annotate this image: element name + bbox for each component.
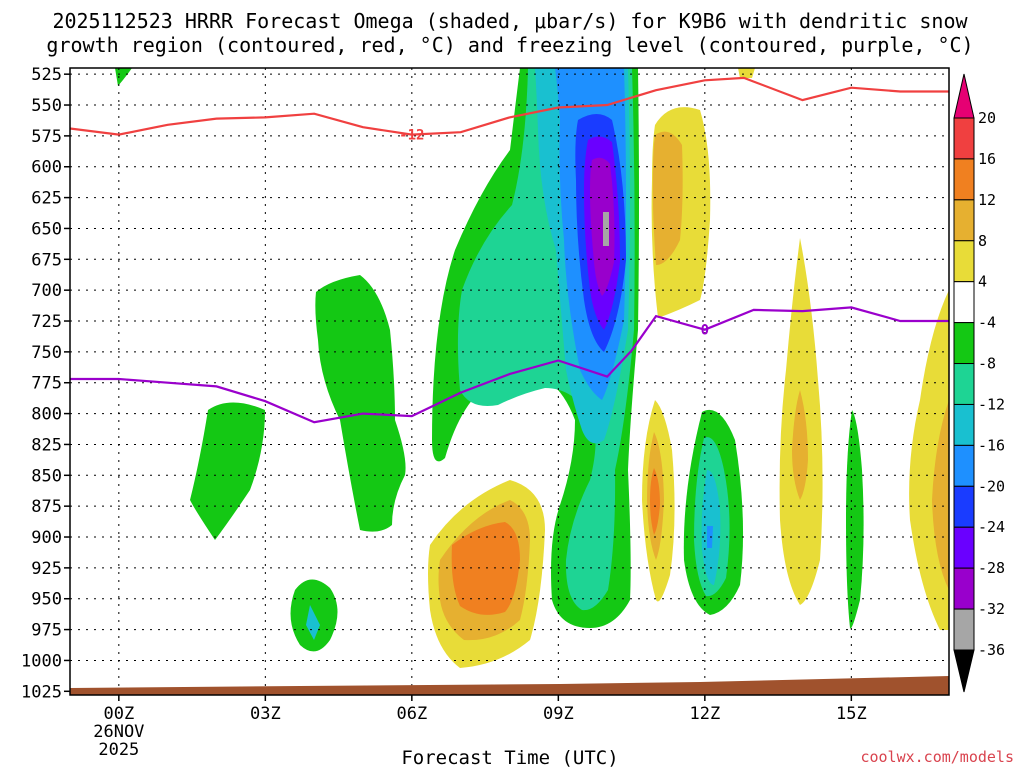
- y-tick-label: 900: [31, 528, 62, 548]
- colorbar-label: -32: [978, 600, 1005, 618]
- y-tick-label: 650: [31, 219, 62, 239]
- contour-label: 0: [701, 323, 709, 339]
- colorbar-swatch: [953, 240, 975, 283]
- omega-area-gold-descent-17z: [932, 400, 949, 590]
- omega-area-gold-descent-14z: [792, 390, 808, 500]
- x-tick-label: 00Z: [103, 704, 134, 724]
- plot-frame: [69, 67, 950, 696]
- y-tick-label: 850: [31, 466, 62, 486]
- colorbar-swatch: [953, 199, 975, 242]
- colorbar-arrow-top: [953, 73, 975, 119]
- omega-area-green-left-lower: [190, 402, 265, 540]
- y-tick-label: 800: [31, 405, 62, 425]
- x-tick-sublabel: 26NOV: [93, 722, 144, 742]
- omega-area-green-topleft: [115, 68, 132, 86]
- chart-title-line2: growth region (contoured, red, °C) and f…: [46, 33, 973, 57]
- colorbar-swatch: [953, 322, 975, 365]
- colorbar-swatch: [953, 485, 975, 528]
- y-tick-label: 575: [31, 127, 62, 147]
- x-tick-label: 15Z: [836, 704, 867, 724]
- colorbar-label: -28: [978, 559, 1005, 577]
- colorbar-swatch: [953, 363, 975, 405]
- y-tick-label: 950: [31, 590, 62, 610]
- y-tick-label: 775: [31, 374, 62, 394]
- chart-title-line1: 2025112523 HRRR Forecast Omega (shaded, …: [52, 9, 968, 33]
- omega-area-orange-descent-low: [451, 522, 520, 615]
- colorbar: 20 16 12 8 4 -4 -8 -12 -16 -20 -24 -28 -32 -36: [953, 73, 1005, 693]
- colorbar-swatch: [953, 567, 975, 610]
- colorbar-label: 12: [978, 191, 996, 209]
- colorbar-label: -12: [978, 395, 1005, 413]
- colorbar-swatch: [953, 158, 975, 201]
- x-tick-sublabel: 2025: [98, 740, 139, 760]
- colorbar-label: 16: [978, 150, 996, 168]
- y-tick-label: 625: [31, 189, 62, 209]
- colorbar-swatch: [953, 117, 975, 160]
- colorbar-label: 20: [978, 109, 996, 127]
- colorbar-label: -20: [978, 477, 1005, 495]
- y-tick-label: 1000: [21, 651, 62, 671]
- y-tick-label: 825: [31, 435, 62, 455]
- contour-line-minus12: [70, 76, 949, 136]
- x-tick-label: 03Z: [250, 704, 281, 724]
- colorbar-label: -16: [978, 436, 1005, 454]
- credit-text: coolwx.com/models: [860, 748, 1014, 766]
- colorbar-swatch: [953, 444, 975, 487]
- x-tick-label: 09Z: [543, 704, 574, 724]
- colorbar-swatch: [953, 526, 975, 569]
- y-tick-label: 600: [31, 158, 62, 178]
- omega-area-yellow-top-13z: [738, 68, 755, 78]
- contour-label: -12: [399, 128, 424, 144]
- omega-area-gold-descent-upper: [652, 131, 683, 265]
- colorbar-swatch: [953, 608, 975, 651]
- grid-lines: [70, 68, 949, 695]
- contour-lines: -12 0: [70, 76, 949, 424]
- contour-line-freezing-level: [70, 306, 949, 424]
- colorbar-label: -8: [978, 355, 996, 373]
- y-tick-label: 700: [31, 281, 62, 301]
- y-tick-label: 975: [31, 621, 62, 641]
- colorbar-label: -4: [978, 314, 996, 332]
- x-tick-label: 06Z: [396, 704, 427, 724]
- omega-area-green-left-upper: [315, 275, 406, 532]
- omega-shading: [115, 68, 949, 668]
- y-tick-label: 675: [31, 250, 62, 270]
- x-tick-label: 12Z: [689, 704, 720, 724]
- y-tick-label: 525: [31, 65, 62, 85]
- y-axis: 525 550 575 600 625 650 675 700 725 750 775 800 825 8…: [21, 65, 70, 702]
- y-tick-label: 550: [31, 96, 62, 116]
- colorbar-swatch: [953, 281, 975, 324]
- colorbar-label: -36: [978, 641, 1005, 659]
- y-tick-label: 725: [31, 312, 62, 332]
- omega-area-teal-small-blob: [306, 605, 320, 640]
- y-tick-label: 750: [31, 343, 62, 363]
- y-tick-label: 875: [31, 497, 62, 517]
- colorbar-swatch: [953, 403, 975, 446]
- plot-area: -12 0: [70, 68, 949, 695]
- omega-area-orange-descent-11z: [650, 468, 660, 535]
- y-tick-label: 925: [31, 559, 62, 579]
- colorbar-arrow-bottom: [953, 649, 975, 693]
- omega-area-green-15z: [846, 410, 864, 629]
- colorbar-label: -24: [978, 518, 1005, 536]
- colorbar-label: 4: [978, 273, 987, 291]
- omega-area-purple-main: [590, 157, 615, 296]
- x-axis-title: Forecast Time (UTC): [401, 747, 618, 768]
- terrain-surface: [70, 676, 949, 695]
- colorbar-label: 8: [978, 232, 987, 250]
- omega-area-gray-core: [603, 212, 609, 246]
- y-tick-label: 1025: [21, 682, 62, 702]
